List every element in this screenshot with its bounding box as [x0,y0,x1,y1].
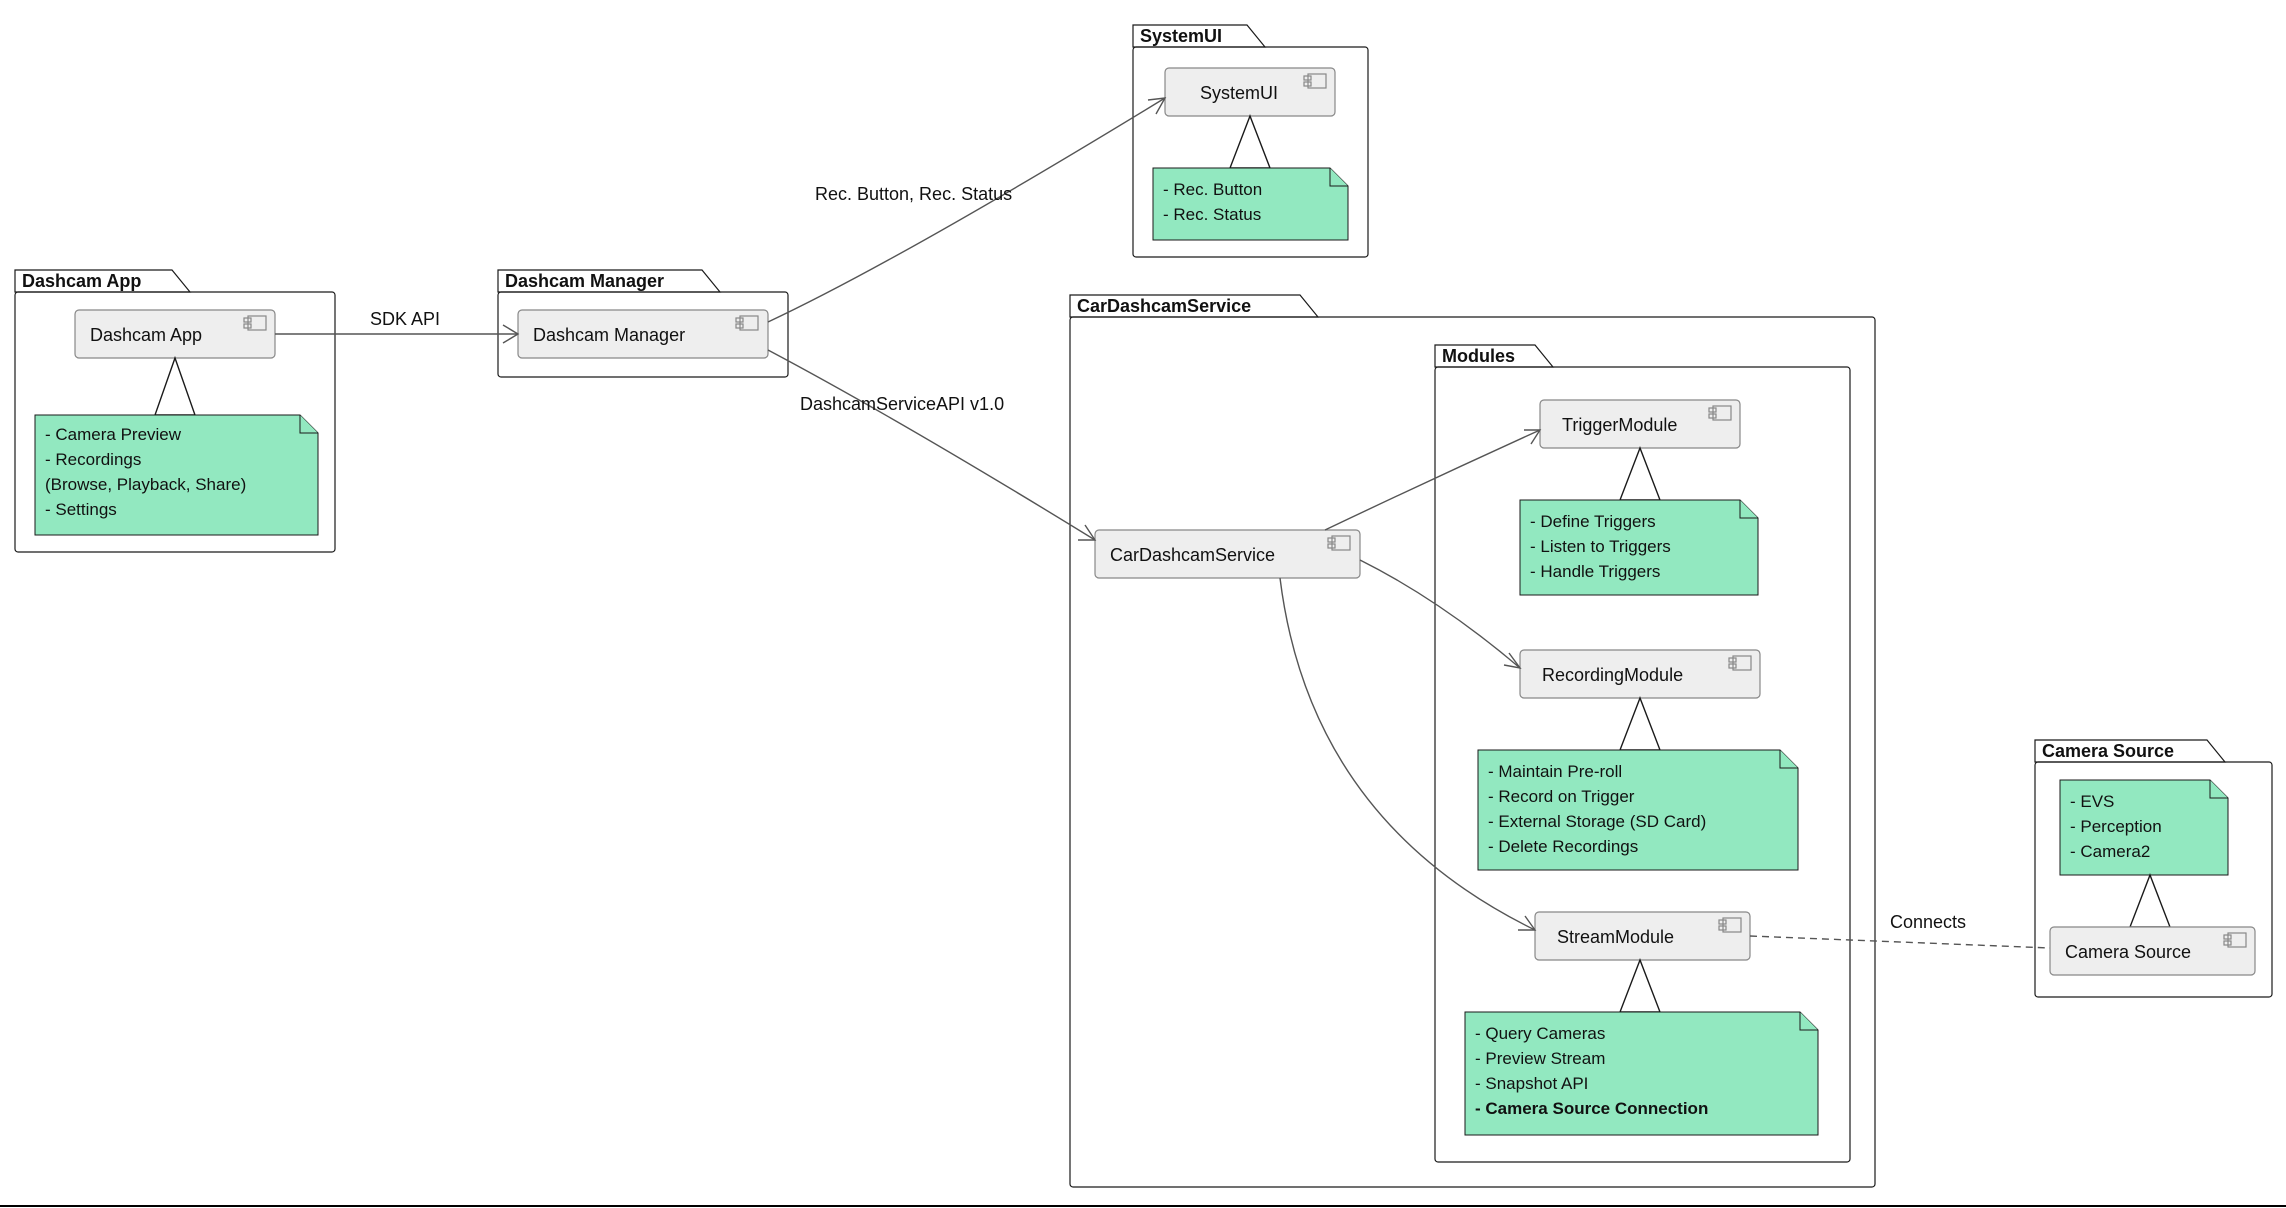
svg-text:- Define Triggers: - Define Triggers [1530,512,1656,531]
svg-text:- Camera2: - Camera2 [2070,842,2150,861]
svg-text:- Rec. Status: - Rec. Status [1163,205,1261,224]
package-dashcam-app: Dashcam App Dashcam App - Camera Preview… [15,270,335,552]
architecture-diagram: Dashcam App Dashcam App - Camera Preview… [0,0,2286,1208]
note-camera-source: - EVS - Perception - Camera2 [2060,780,2228,875]
svg-text:Camera Source: Camera Source [2065,942,2191,962]
svg-text:- Delete Recordings: - Delete Recordings [1488,837,1638,856]
svg-text:Rec. Button, Rec. Status: Rec. Button, Rec. Status [815,184,1012,204]
package-modules: Modules TriggerModule - Define Triggers … [1435,345,1850,1162]
package-title: CarDashcamService [1077,296,1251,316]
package-title: Dashcam Manager [505,271,664,291]
package-title: SystemUI [1140,26,1222,46]
svg-text:- Recordings: - Recordings [45,450,141,469]
package-title: Modules [1442,346,1515,366]
svg-text:Connects: Connects [1890,912,1966,932]
edge-rec-button-status: Rec. Button, Rec. Status [768,98,1165,322]
note-trigger-module: - Define Triggers - Listen to Triggers -… [1520,500,1758,595]
package-title: Dashcam App [22,271,141,291]
svg-text:- Camera Preview: - Camera Preview [45,425,182,444]
component-car-dashcam-service: CarDashcamService [1095,530,1360,578]
package-car-dashcam-service: CarDashcamService CarDashcamService Modu… [1070,295,1875,1187]
svg-text:- Camera Source Connection: - Camera Source Connection [1475,1099,1708,1118]
edge-to-trigger [1325,430,1540,530]
package-system-ui: SystemUI SystemUI - Rec. Button - Rec. S… [1133,25,1368,257]
edge-dashcam-service-api: DashcamServiceAPI v1.0 [768,350,1095,540]
edge-to-recording [1360,560,1520,668]
svg-text:- Snapshot API: - Snapshot API [1475,1074,1588,1093]
svg-text:Dashcam Manager: Dashcam Manager [533,325,685,345]
svg-text:(Browse, Playback, Share): (Browse, Playback, Share) [45,475,246,494]
note-dashcam-app: - Camera Preview - Recordings (Browse, P… [35,415,318,535]
svg-text:- Maintain Pre-roll: - Maintain Pre-roll [1488,762,1622,781]
svg-text:- External Storage (SD Card): - External Storage (SD Card) [1488,812,1706,831]
component-dashcam-app: Dashcam App [75,310,275,358]
svg-text:- Query Cameras: - Query Cameras [1475,1024,1605,1043]
svg-text:- Perception: - Perception [2070,817,2162,836]
note-recording-module: - Maintain Pre-roll - Record on Trigger … [1478,750,1798,870]
svg-text:StreamModule: StreamModule [1557,927,1674,947]
svg-text:Dashcam App: Dashcam App [90,325,202,345]
svg-text:- Listen to Triggers: - Listen to Triggers [1530,537,1671,556]
edge-connects: Connects [1750,912,2050,948]
component-dashcam-manager: Dashcam Manager [518,310,768,358]
package-camera-source: Camera Source - EVS - Perception - Camer… [2035,740,2272,997]
component-stream-module: StreamModule [1535,912,1750,960]
svg-text:TriggerModule: TriggerModule [1562,415,1677,435]
note-system-ui: - Rec. Button - Rec. Status [1153,168,1348,240]
component-recording-module: RecordingModule [1520,650,1760,698]
svg-text:SDK API: SDK API [370,309,440,329]
svg-text:SystemUI: SystemUI [1200,83,1278,103]
component-trigger-module: TriggerModule [1540,400,1740,448]
svg-text:DashcamServiceAPI v1.0: DashcamServiceAPI v1.0 [800,394,1004,414]
svg-text:CarDashcamService: CarDashcamService [1110,545,1275,565]
package-dashcam-manager: Dashcam Manager Dashcam Manager [498,270,788,377]
edge-sdk-api: SDK API [275,309,518,343]
svg-text:RecordingModule: RecordingModule [1542,665,1683,685]
component-camera-source: Camera Source [2050,927,2255,975]
svg-text:- Rec. Button: - Rec. Button [1163,180,1262,199]
svg-text:- Handle Triggers: - Handle Triggers [1530,562,1660,581]
component-system-ui: SystemUI [1165,68,1335,116]
note-stream-module: - Query Cameras - Preview Stream - Snaps… [1465,1012,1818,1135]
svg-text:- Settings: - Settings [45,500,117,519]
package-title: Camera Source [2042,741,2174,761]
svg-text:- Preview Stream: - Preview Stream [1475,1049,1605,1068]
svg-text:- Record on Trigger: - Record on Trigger [1488,787,1635,806]
svg-text:- EVS: - EVS [2070,792,2114,811]
